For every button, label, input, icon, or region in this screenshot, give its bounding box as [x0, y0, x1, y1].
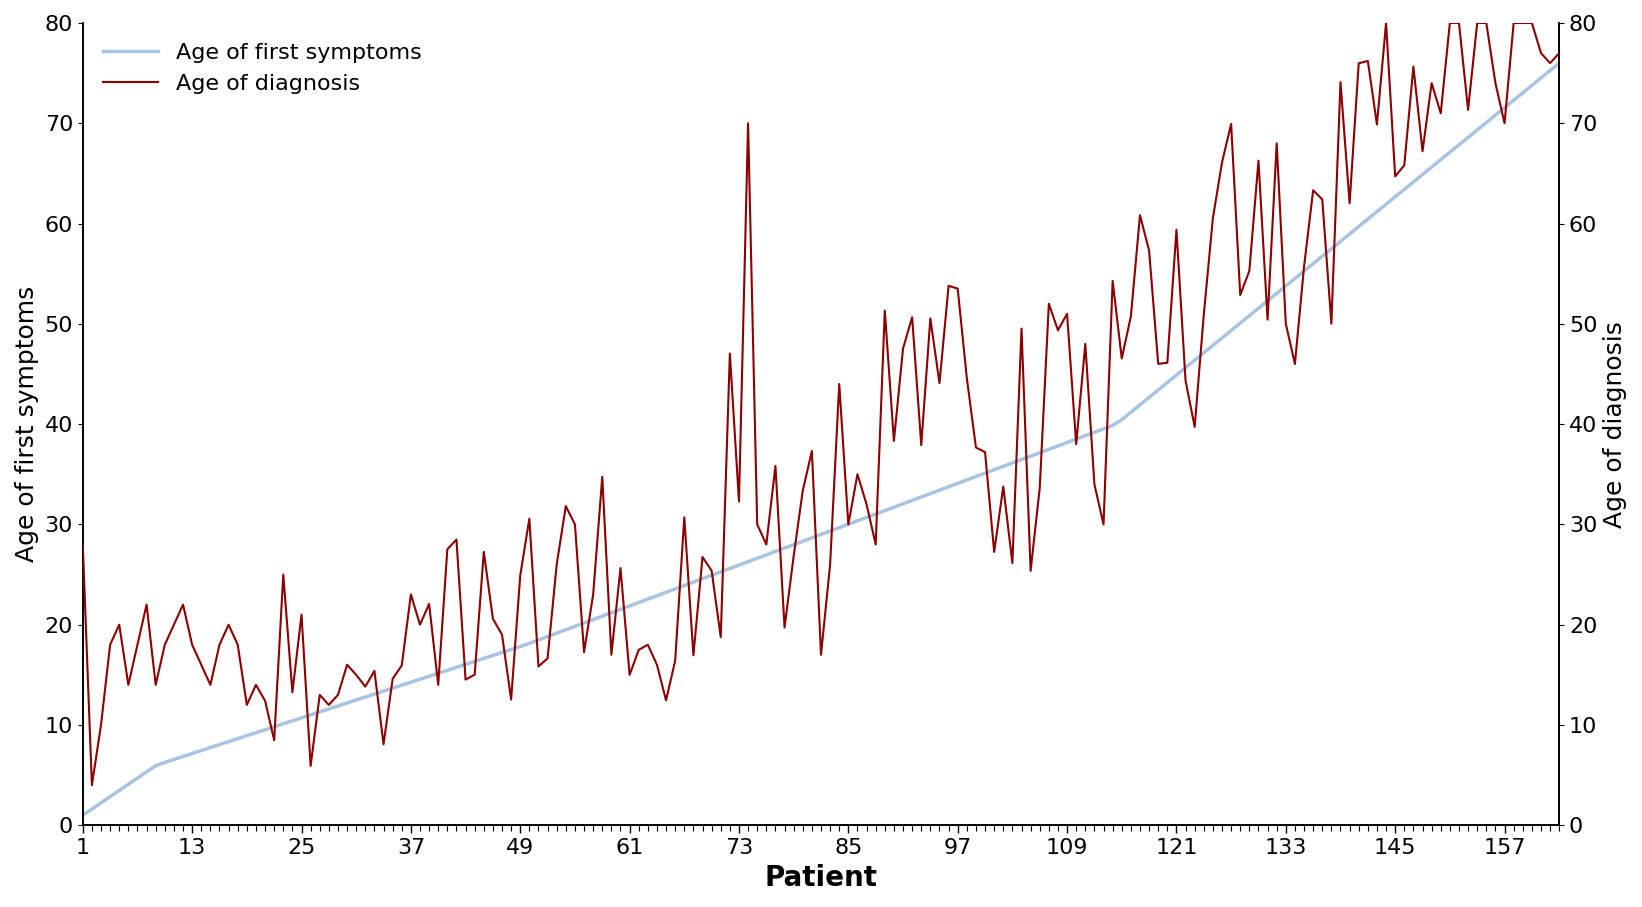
Age of diagnosis [1158, 357, 1177, 368]
Y-axis label: Age of diagnosis: Age of diagnosis [1603, 321, 1627, 528]
Age of diagnosis [747, 519, 767, 530]
Age of diagnosis [1348, 58, 1368, 69]
Age of first symptoms [1148, 385, 1167, 395]
Line: Age of diagnosis: Age of diagnosis [82, 23, 1560, 785]
Age of diagnosis [1376, 17, 1396, 28]
Age of diagnosis [82, 780, 102, 791]
Age of diagnosis [1458, 104, 1478, 115]
Y-axis label: Age of first symptoms: Age of first symptoms [15, 286, 39, 562]
Legend: Age of first symptoms, Age of diagnosis: Age of first symptoms, Age of diagnosis [94, 34, 430, 103]
Age of first symptoms [72, 810, 92, 821]
X-axis label: Patient: Patient [765, 864, 877, 892]
Age of diagnosis [1240, 266, 1259, 277]
Age of first symptoms [483, 650, 502, 661]
Age of first symptoms [1340, 229, 1360, 239]
Line: Age of first symptoms: Age of first symptoms [82, 63, 1560, 815]
Age of first symptoms [1530, 73, 1550, 83]
Age of diagnosis [1550, 48, 1570, 59]
Age of diagnosis [493, 629, 512, 640]
Age of first symptoms [1550, 58, 1570, 69]
Age of diagnosis [72, 539, 92, 550]
Age of first symptoms [1230, 317, 1250, 328]
Age of first symptoms [1440, 147, 1460, 158]
